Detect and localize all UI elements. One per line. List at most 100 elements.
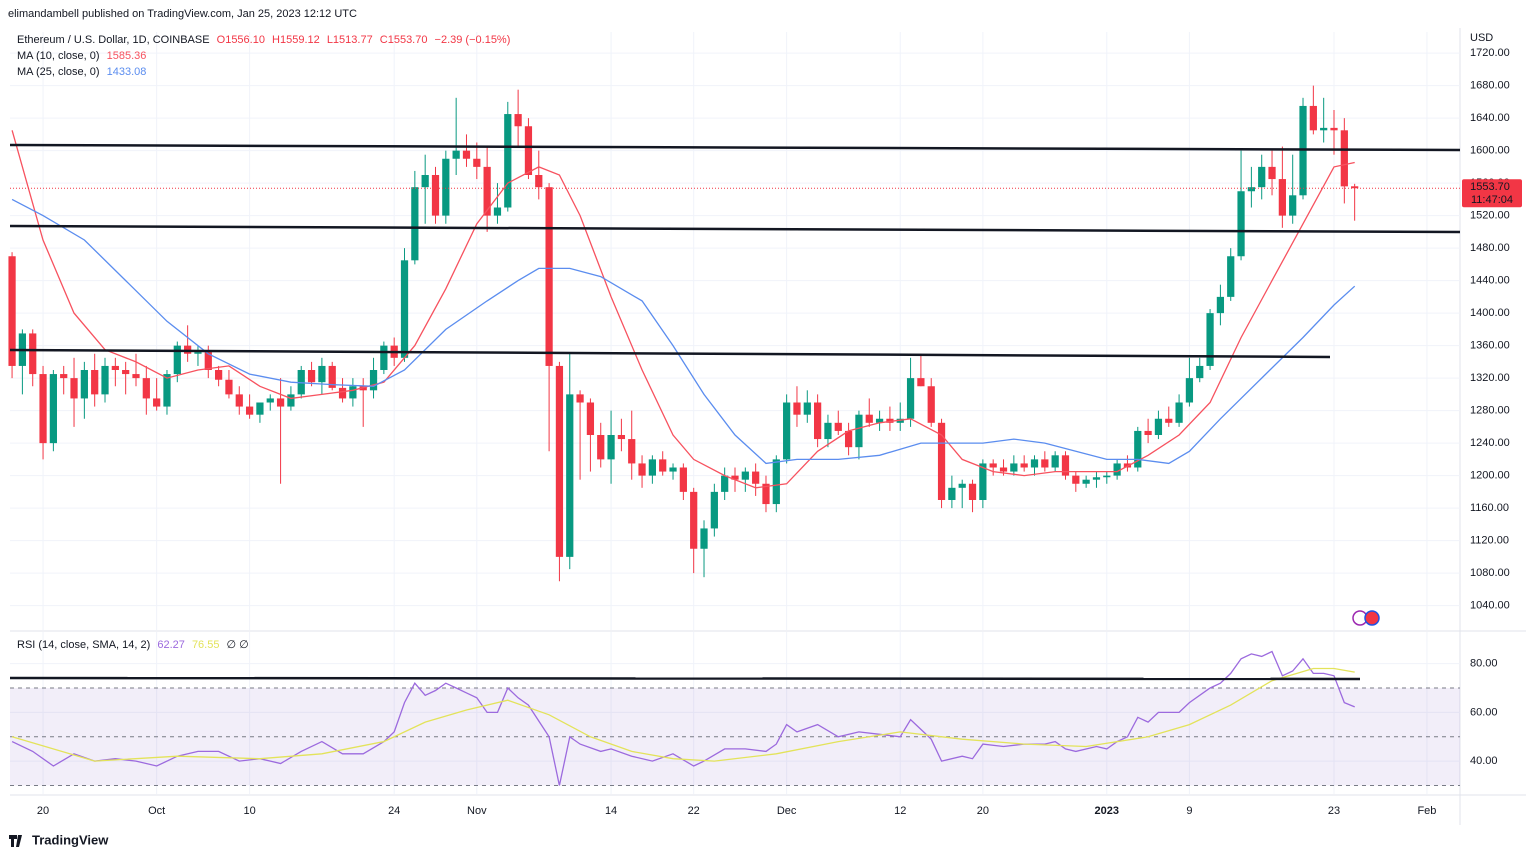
- candle-body: [886, 418, 894, 423]
- candle-body: [1247, 187, 1255, 192]
- y-tick-label: 1200.00: [1470, 470, 1510, 482]
- candle-body: [276, 398, 285, 407]
- candle-body: [1216, 296, 1225, 314]
- support-line: [9, 348, 1331, 359]
- candle-body: [793, 402, 801, 415]
- y-tick-label: 1600.00: [1470, 145, 1510, 157]
- open: O1556.10: [216, 34, 265, 46]
- candle-body: [1020, 463, 1028, 468]
- candle-body: [721, 475, 729, 492]
- candle-body: [318, 365, 326, 383]
- candle-body: [989, 463, 997, 468]
- ma-name: MA (25, close, 0): [17, 66, 100, 78]
- symbol-row: Ethereum / U.S. Dollar, 1D, COINBASE O15…: [17, 32, 514, 48]
- candle-body: [132, 374, 140, 379]
- resistance-line: [9, 143, 1461, 152]
- x-tick-label: 20: [977, 805, 989, 817]
- series-line: [11, 667, 1355, 762]
- candle-body: [979, 463, 987, 500]
- icon: [1364, 610, 1380, 626]
- candle-body: [473, 158, 481, 167]
- candle-body: [566, 394, 574, 557]
- candle-body: [349, 386, 357, 399]
- candle-body: [555, 365, 564, 557]
- countdown: 11:47:04: [1471, 194, 1513, 206]
- candle-body: [8, 256, 16, 366]
- candle-body: [659, 459, 667, 472]
- candle-body: [968, 483, 977, 500]
- series-line: [11, 198, 1356, 465]
- candle-body: [669, 467, 677, 472]
- x-tick-label: 22: [688, 805, 700, 817]
- candle-body: [204, 352, 212, 370]
- candle-body: [1134, 430, 1142, 468]
- candle-body: [380, 345, 388, 370]
- y-tick-label: 1720.00: [1470, 47, 1510, 59]
- x-tick-label: 20: [37, 805, 49, 817]
- candle-body: [814, 402, 822, 440]
- candle-body: [60, 374, 68, 379]
- x-tick-label: Oct: [148, 805, 165, 817]
- candle-body: [700, 528, 708, 549]
- x-tick-label: Feb: [1417, 805, 1436, 817]
- candle-body: [1330, 127, 1338, 131]
- low: L1513.77: [326, 34, 373, 46]
- candle-body: [1010, 463, 1018, 472]
- candle-body: [576, 394, 584, 403]
- publisher: elimandambell published on TradingView.c…: [8, 8, 357, 20]
- close: C1553.70: [379, 34, 428, 46]
- candle-body: [648, 459, 656, 476]
- candle-body: [545, 187, 553, 366]
- candle-body: [1320, 127, 1328, 131]
- ma-row: MA (10, close, 0) 1585.36: [17, 48, 514, 64]
- candle-body: [524, 126, 533, 175]
- change: −2.39 (−0.15%): [434, 34, 511, 46]
- candle-body: [122, 370, 130, 375]
- candle-body: [865, 414, 873, 423]
- last-price: 1553.70: [1470, 181, 1510, 193]
- candle-body: [752, 471, 760, 484]
- x-tick-label: 24: [388, 805, 400, 817]
- candle-body: [772, 459, 780, 505]
- candle-body: [184, 345, 192, 354]
- candle-body: [1258, 166, 1266, 188]
- candle-body: [1051, 455, 1059, 468]
- candle-body: [1196, 365, 1204, 379]
- ma-value: 1585.36: [106, 50, 147, 62]
- candle-body: [1206, 313, 1214, 366]
- x-tick-label: 14: [605, 805, 617, 817]
- x-tick-label: 23: [1328, 805, 1340, 817]
- candle-body: [1041, 459, 1049, 468]
- y-tick-label: 1400.00: [1470, 307, 1510, 319]
- x-tick-label: Nov: [467, 805, 487, 817]
- candle-body: [1144, 430, 1152, 435]
- high: H1559.12: [272, 34, 320, 46]
- y-tick-label: 1640.00: [1470, 112, 1510, 124]
- rsi-extra: ∅ ∅: [226, 639, 249, 651]
- candle-body: [710, 491, 718, 529]
- candle-body: [1351, 186, 1359, 189]
- main-legend: Ethereum / U.S. Dollar, 1D, COINBASE O15…: [17, 32, 514, 80]
- candle-body: [328, 365, 336, 388]
- candle-body: [101, 365, 109, 395]
- candle-body: [153, 398, 161, 407]
- ma-row: MA (25, close, 0) 1433.08: [17, 64, 514, 80]
- candle-body: [493, 207, 502, 216]
- candle-body: [875, 418, 884, 423]
- candle-body: [431, 175, 440, 216]
- candle-body: [855, 414, 863, 448]
- candle-body: [535, 175, 543, 188]
- candle-body: [607, 435, 615, 460]
- candle-body: [1061, 455, 1070, 476]
- y-tick-label: 1360.00: [1470, 340, 1510, 352]
- y-tick-label: 1680.00: [1470, 80, 1510, 92]
- candle-body: [29, 333, 37, 375]
- y-tick-label: 1120.00: [1470, 535, 1509, 547]
- candle-body: [617, 435, 626, 440]
- x-tick-label: 9: [1186, 805, 1192, 817]
- candle-body: [411, 187, 419, 261]
- candle-body: [1175, 402, 1183, 423]
- y-tick-label: 1080.00: [1470, 567, 1510, 579]
- candle-body: [173, 345, 181, 375]
